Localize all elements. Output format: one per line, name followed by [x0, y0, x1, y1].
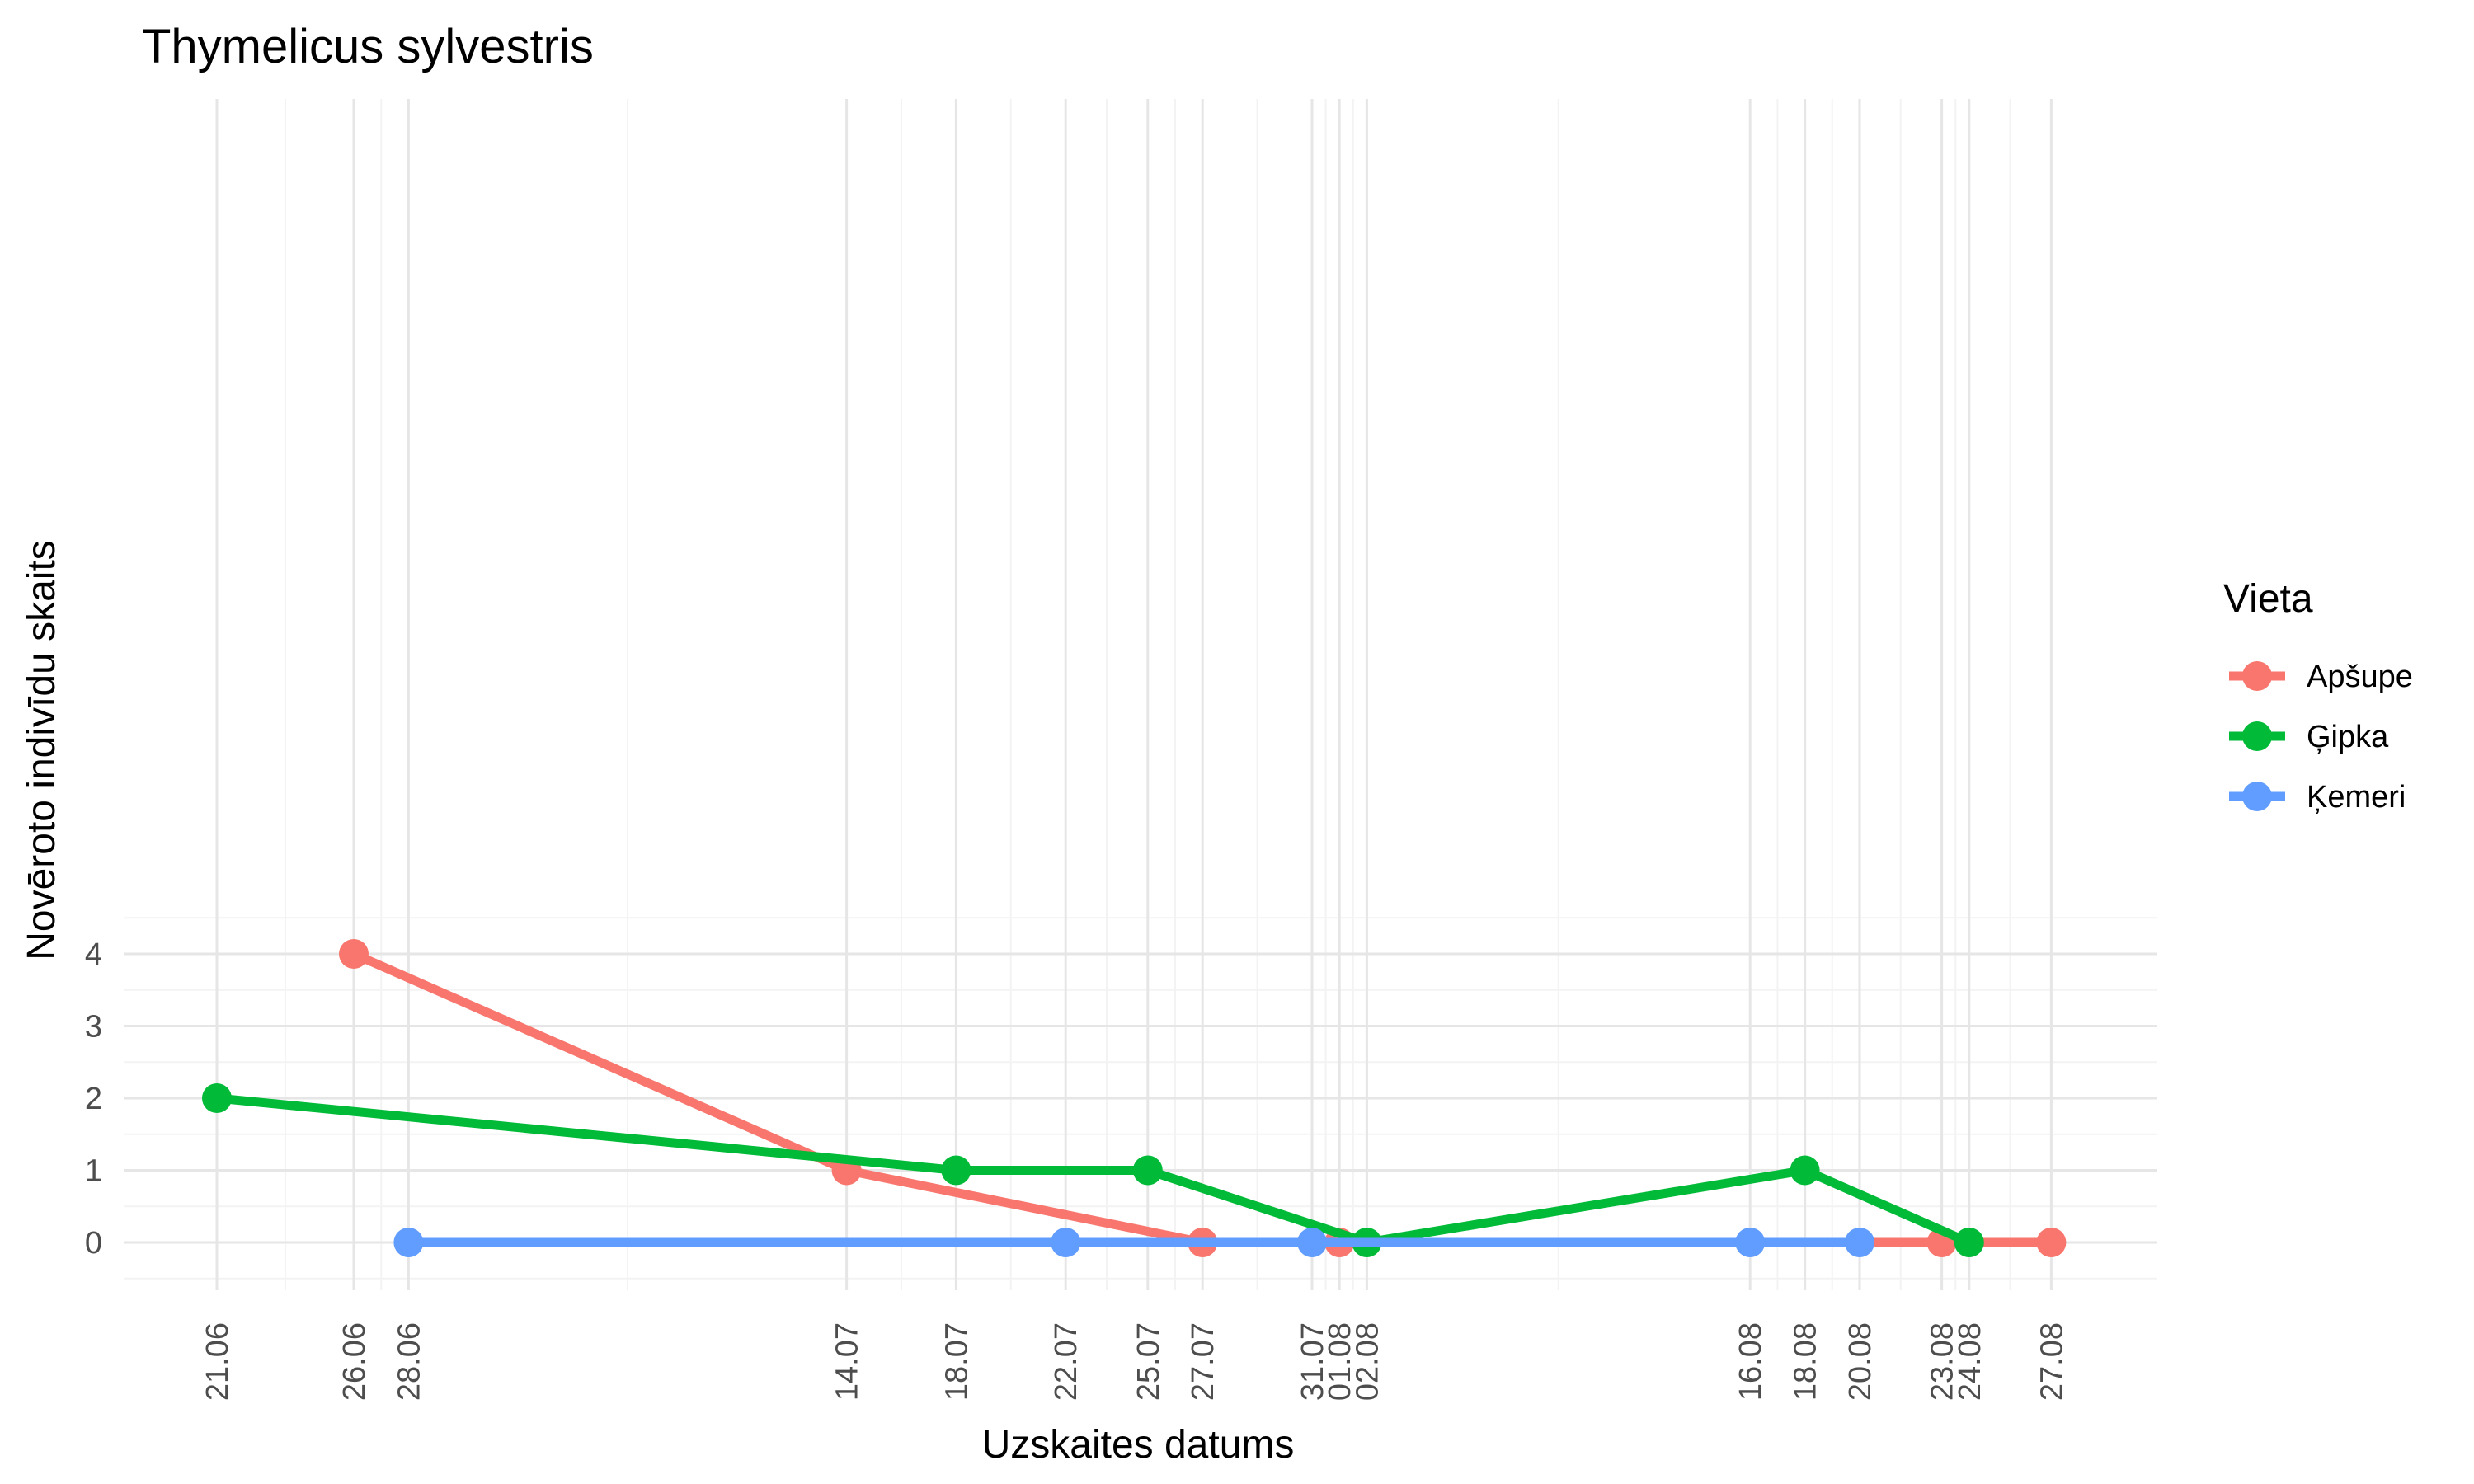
legend-item: Ķemeri: [2229, 780, 2406, 815]
y-tick-label: 2: [85, 1082, 102, 1116]
legend-key-point: [2242, 782, 2272, 811]
x-tick-label: 23.08: [1926, 1322, 1960, 1401]
x-tick-label: 27.08: [2034, 1322, 2069, 1401]
y-tick-label: 0: [85, 1226, 102, 1261]
x-tick-label: 21.06: [200, 1322, 235, 1401]
series-line: [216, 1093, 1972, 1247]
data-point: [339, 939, 369, 969]
data-point: [1735, 1228, 1766, 1257]
x-tick-label: 31.07: [1296, 1322, 1330, 1401]
x-tick-label: 26.06: [337, 1322, 372, 1401]
x-tick-label: 22.07: [1049, 1322, 1084, 1401]
data-point: [1297, 1228, 1327, 1257]
data-point: [393, 1228, 424, 1257]
legend-item: Apšupe: [2229, 660, 2413, 694]
x-tick-label: 18.07: [939, 1322, 974, 1401]
y-tick-labels: 0 1 2 3 4: [85, 937, 102, 1261]
y-tick-label: 3: [85, 1010, 102, 1045]
data-point: [1790, 1155, 1820, 1186]
data-point: [1051, 1228, 1081, 1257]
y-axis-title: Novēroto indivīdu skaits: [20, 540, 63, 960]
series-Ķemeri: [393, 1228, 1874, 1257]
data-point: [2036, 1228, 2067, 1257]
y-tick-label: 1: [85, 1154, 102, 1189]
grid: [124, 99, 2157, 1290]
x-tick-label: 20.08: [1843, 1322, 1878, 1401]
legend-label: Ķemeri: [2307, 780, 2406, 815]
x-tick-label: 24.08: [1953, 1322, 1987, 1401]
x-tick-label: 18.08: [1789, 1322, 1823, 1401]
legend-key-point: [2242, 661, 2272, 691]
data-point: [941, 1155, 971, 1186]
x-axis-title: Uzskaites datums: [982, 1423, 1295, 1467]
y-tick-label: 4: [85, 937, 102, 972]
data-point: [202, 1083, 232, 1113]
series-layer: [202, 939, 2067, 1257]
legend-title: Vieta: [2223, 577, 2313, 621]
legend-label: Ģipka: [2307, 720, 2389, 754]
x-tick-labels: 21.06 26.06 28.06 14.07 18.07 22.07 25.07 27.07…: [200, 1322, 2069, 1401]
legend-label: Apšupe: [2307, 660, 2413, 694]
x-tick-label: 28.06: [392, 1322, 426, 1401]
legend: Vieta Apšupe Ģipka Ķemeri: [2223, 577, 2413, 815]
x-tick-label: 16.08: [1733, 1322, 1768, 1401]
chart-title: Thymelicus sylvestris: [142, 20, 594, 73]
x-tick-label: 14.07: [830, 1322, 865, 1401]
x-tick-label: 01.08: [1323, 1322, 1357, 1401]
x-tick-label: 25.07: [1131, 1322, 1166, 1401]
legend-item: Ģipka: [2229, 720, 2389, 754]
x-tick-label: 27.07: [1186, 1322, 1221, 1401]
legend-key-point: [2242, 721, 2272, 751]
data-point: [1954, 1228, 1984, 1257]
x-tick-label: 02.08: [1350, 1322, 1385, 1401]
data-point: [1132, 1155, 1163, 1186]
data-point: [1845, 1228, 1874, 1257]
